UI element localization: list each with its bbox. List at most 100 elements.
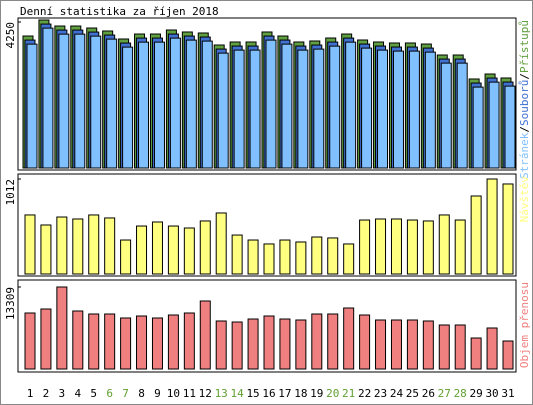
x-tick-label: 3 [59, 387, 66, 400]
bar [183, 312, 195, 370]
bar [406, 319, 418, 370]
x-tick-label: 27 [438, 387, 451, 400]
x-tick-label: 8 [138, 387, 145, 400]
bar [486, 327, 498, 370]
bar [470, 337, 482, 370]
x-tick-label: 14 [231, 387, 245, 400]
bar [247, 239, 259, 275]
legend-entry: Souborů [518, 80, 531, 126]
legend: Objem přenosu [518, 282, 531, 368]
bar [345, 41, 357, 169]
bar [120, 317, 132, 370]
legend-entry: Návštěv [518, 176, 531, 223]
bar [343, 243, 355, 275]
bar [311, 313, 323, 370]
bar [231, 321, 243, 370]
bar [438, 214, 450, 275]
x-tick-label: 21 [342, 387, 355, 400]
bar [295, 241, 307, 275]
bar [247, 318, 259, 370]
bar [169, 37, 181, 169]
bar [122, 46, 134, 169]
x-tick-label: 25 [406, 387, 419, 400]
x-tick-label: 2 [43, 387, 50, 400]
x-tick-label: 17 [278, 387, 291, 400]
bar [215, 212, 227, 275]
x-tick-label: 20 [326, 387, 339, 400]
bar [438, 324, 450, 370]
bar [104, 217, 116, 275]
bar [422, 320, 434, 370]
legend-separator: / [518, 126, 531, 133]
bar [422, 220, 434, 275]
legend-separator: / [518, 73, 531, 80]
bar [279, 318, 291, 370]
bar [263, 243, 275, 275]
x-tick-label: 15 [246, 387, 259, 400]
bar [297, 49, 309, 169]
bar [88, 313, 100, 370]
bar [502, 183, 514, 275]
bar [377, 49, 389, 169]
bar [359, 219, 371, 275]
bar [327, 313, 339, 370]
x-tick-label: 4 [74, 387, 81, 400]
x-tick-label: 7 [122, 387, 129, 400]
bar [390, 319, 402, 370]
x-tick-label: 29 [470, 387, 483, 400]
bar [327, 237, 339, 275]
bar [472, 86, 484, 169]
x-tick-label: 26 [422, 387, 435, 400]
bar [153, 41, 165, 169]
bar [440, 62, 452, 169]
x-tick-label: 1 [27, 387, 34, 400]
x-tick-label: 6 [106, 387, 113, 400]
bar [42, 27, 54, 169]
bar [183, 227, 195, 275]
bar [217, 52, 229, 169]
legend-entry: Objem přenosu [518, 282, 531, 368]
bar [375, 218, 387, 275]
bar [313, 48, 325, 169]
legend-entry: Stránek [518, 132, 531, 179]
bar [151, 221, 163, 275]
bar [74, 33, 86, 169]
bar [185, 39, 197, 169]
bar [26, 43, 38, 169]
y-tick-label: 13309 [4, 287, 17, 320]
bar [486, 178, 498, 275]
bar [231, 234, 243, 275]
bar [359, 314, 371, 370]
bar [88, 214, 100, 275]
bar [24, 214, 36, 275]
x-tick-label: 9 [154, 387, 161, 400]
bar [120, 239, 132, 275]
bar [167, 314, 179, 370]
x-tick-label: 19 [310, 387, 323, 400]
bar [56, 216, 68, 275]
bar [392, 50, 404, 169]
bar [279, 239, 291, 275]
bar [233, 49, 245, 169]
x-tick-label: 16 [262, 387, 275, 400]
bar [265, 39, 277, 169]
x-tick-label: 31 [501, 387, 514, 400]
bar [406, 219, 418, 275]
bar [311, 236, 323, 275]
bar [136, 225, 148, 275]
bar [504, 85, 516, 169]
bar [295, 319, 307, 370]
bar [249, 49, 261, 169]
bar [456, 62, 468, 169]
bar [24, 312, 36, 370]
x-tick-label: 24 [390, 387, 404, 400]
bar [138, 41, 150, 169]
bar [343, 307, 355, 370]
bar [454, 324, 466, 370]
bar [199, 220, 211, 275]
bar [56, 286, 68, 370]
bar [361, 47, 373, 169]
x-tick-label: 23 [374, 387, 387, 400]
x-tick-label: 5 [90, 387, 97, 400]
